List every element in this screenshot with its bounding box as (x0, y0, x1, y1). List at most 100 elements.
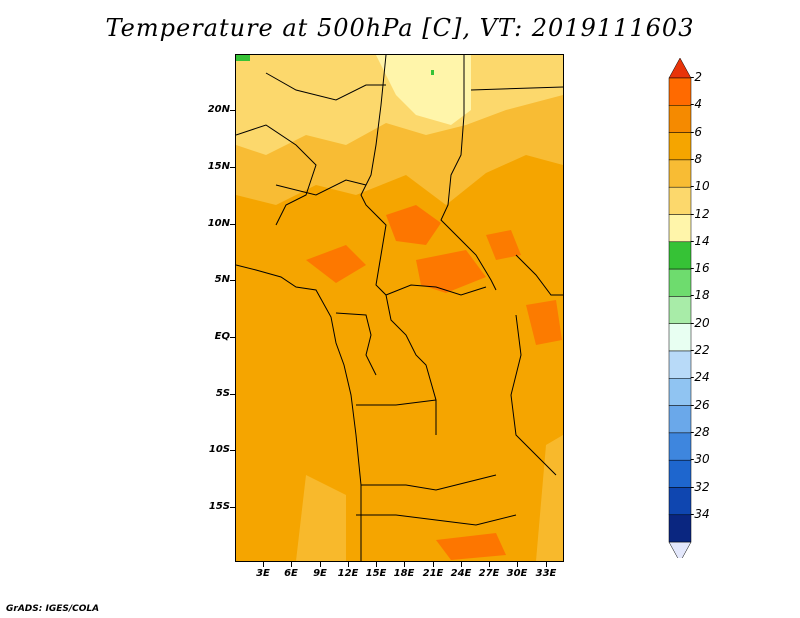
map-title: Temperature at 500hPa [C], VT: 201911160… (105, 14, 695, 42)
colorbar-swatch (668, 514, 692, 543)
lat-tick-mark (230, 337, 235, 338)
colorbar-label: -10 (690, 179, 710, 194)
colorbar-swatches (668, 58, 692, 558)
lat-tick-mark (230, 394, 235, 395)
colorbar-label: -24 (690, 370, 710, 385)
warm-patch-6 (436, 533, 506, 560)
border-5 (275, 179, 367, 196)
cool-patch-1 (296, 475, 346, 561)
warm-patch-3 (416, 250, 486, 293)
lon-tick-label: 21E (422, 568, 444, 579)
lat-tick-label: 10N (207, 218, 230, 229)
coastline-west (236, 264, 362, 561)
field-band-14 (236, 55, 250, 61)
border-3 (265, 72, 386, 101)
border-11 (515, 254, 563, 296)
lon-tick-label: 18E (393, 568, 415, 579)
border-7 (335, 312, 377, 376)
colorbar-label: -26 (690, 397, 710, 412)
colorbar-bottom-arrow (668, 541, 692, 558)
colorbar-swatch (668, 378, 692, 406)
colorbar-swatch (668, 459, 692, 488)
lon-tick-label: 3E (256, 568, 270, 579)
colorbar-label: -16 (690, 261, 710, 276)
colorbar-label: -28 (690, 424, 710, 439)
border-8 (356, 399, 437, 406)
colorbar-swatch (668, 186, 692, 215)
lon-tick-label: 9E (313, 568, 327, 579)
colorbar-label: -34 (690, 506, 710, 521)
lon-tick-label: 12E (337, 568, 359, 579)
border-2 (440, 55, 497, 291)
field-band-12 (376, 55, 471, 125)
colorbar-swatch (668, 214, 692, 243)
colorbar-label: -14 (690, 233, 710, 248)
warm-patch-1 (386, 205, 441, 245)
lon-tick-label: 30E (506, 568, 528, 579)
lon-tick-mark (461, 562, 462, 567)
colorbar-label: -12 (690, 206, 710, 221)
warm-patch-4 (486, 230, 521, 260)
colorbar-swatch (668, 132, 692, 161)
lon-tick-mark (348, 562, 349, 567)
colorbar-label: -6 (690, 124, 702, 139)
grads-credit: GrADS: IGES/COLA (6, 604, 100, 614)
border-10 (356, 514, 517, 526)
lat-tick-label: 5S (215, 388, 230, 399)
colorbar-swatch (668, 241, 692, 270)
lat-tick-mark (230, 280, 235, 281)
border-12 (470, 86, 563, 91)
field-band-10 (236, 55, 563, 155)
map-panel (235, 54, 564, 562)
lat-tick-label: EQ (214, 331, 230, 342)
lat-tick-label: 20N (207, 104, 230, 115)
lat-tick-mark (230, 450, 235, 451)
colorbar-swatch (668, 323, 692, 352)
colorbar-swatch (668, 77, 692, 106)
lat-tick-mark (230, 224, 235, 225)
colorbar-swatch (668, 105, 692, 133)
lon-tick-label: 27E (478, 568, 500, 579)
lat-tick-mark (230, 167, 235, 168)
lon-tick-label: 15E (365, 568, 387, 579)
colorbar-label: -18 (690, 288, 710, 303)
lat-tick-label: 5N (214, 274, 230, 285)
colorbar-label: -30 (690, 452, 710, 467)
colorbar-label: -2 (690, 70, 702, 84)
colorbar-label: -4 (690, 97, 702, 112)
colorbar-swatch (668, 296, 692, 324)
lon-tick-label: 33E (535, 568, 557, 579)
cool-patch-2 (536, 435, 563, 561)
lon-tick-mark (320, 562, 321, 567)
border-1 (360, 55, 487, 296)
colorbar-swatch (668, 405, 692, 434)
lon-tick-mark (263, 562, 264, 567)
colorbar-top-arrow (668, 58, 692, 79)
lon-tick-mark (433, 562, 434, 567)
lat-tick-label: 10S (208, 444, 230, 455)
lon-tick-mark (517, 562, 518, 567)
colorbar-swatch (668, 268, 692, 297)
lon-tick-mark (291, 562, 292, 567)
lon-tick-label: 6E (284, 568, 298, 579)
temperature-field (236, 55, 563, 561)
lat-tick-label: 15S (208, 501, 230, 512)
colorbar-swatch (668, 487, 692, 516)
lat-tick-mark (230, 507, 235, 508)
colorbar-swatch (668, 350, 692, 379)
colorbar-label: -32 (690, 479, 710, 494)
border-9 (361, 474, 497, 491)
colorbar-swatch (668, 432, 692, 461)
warm-patch-2 (306, 245, 366, 283)
lon-tick-mark (404, 562, 405, 567)
lon-tick-mark (376, 562, 377, 567)
lon-tick-mark (489, 562, 490, 567)
colorbar-label: -22 (690, 343, 710, 357)
warm-patch-5 (526, 300, 562, 345)
lake-border (510, 314, 557, 476)
lat-tick-label: 15N (207, 161, 230, 172)
colorbar-label: -20 (690, 315, 710, 330)
field-patch-14 (431, 70, 434, 75)
colorbar-label: -8 (690, 151, 702, 166)
coastlines-borders (236, 55, 563, 561)
